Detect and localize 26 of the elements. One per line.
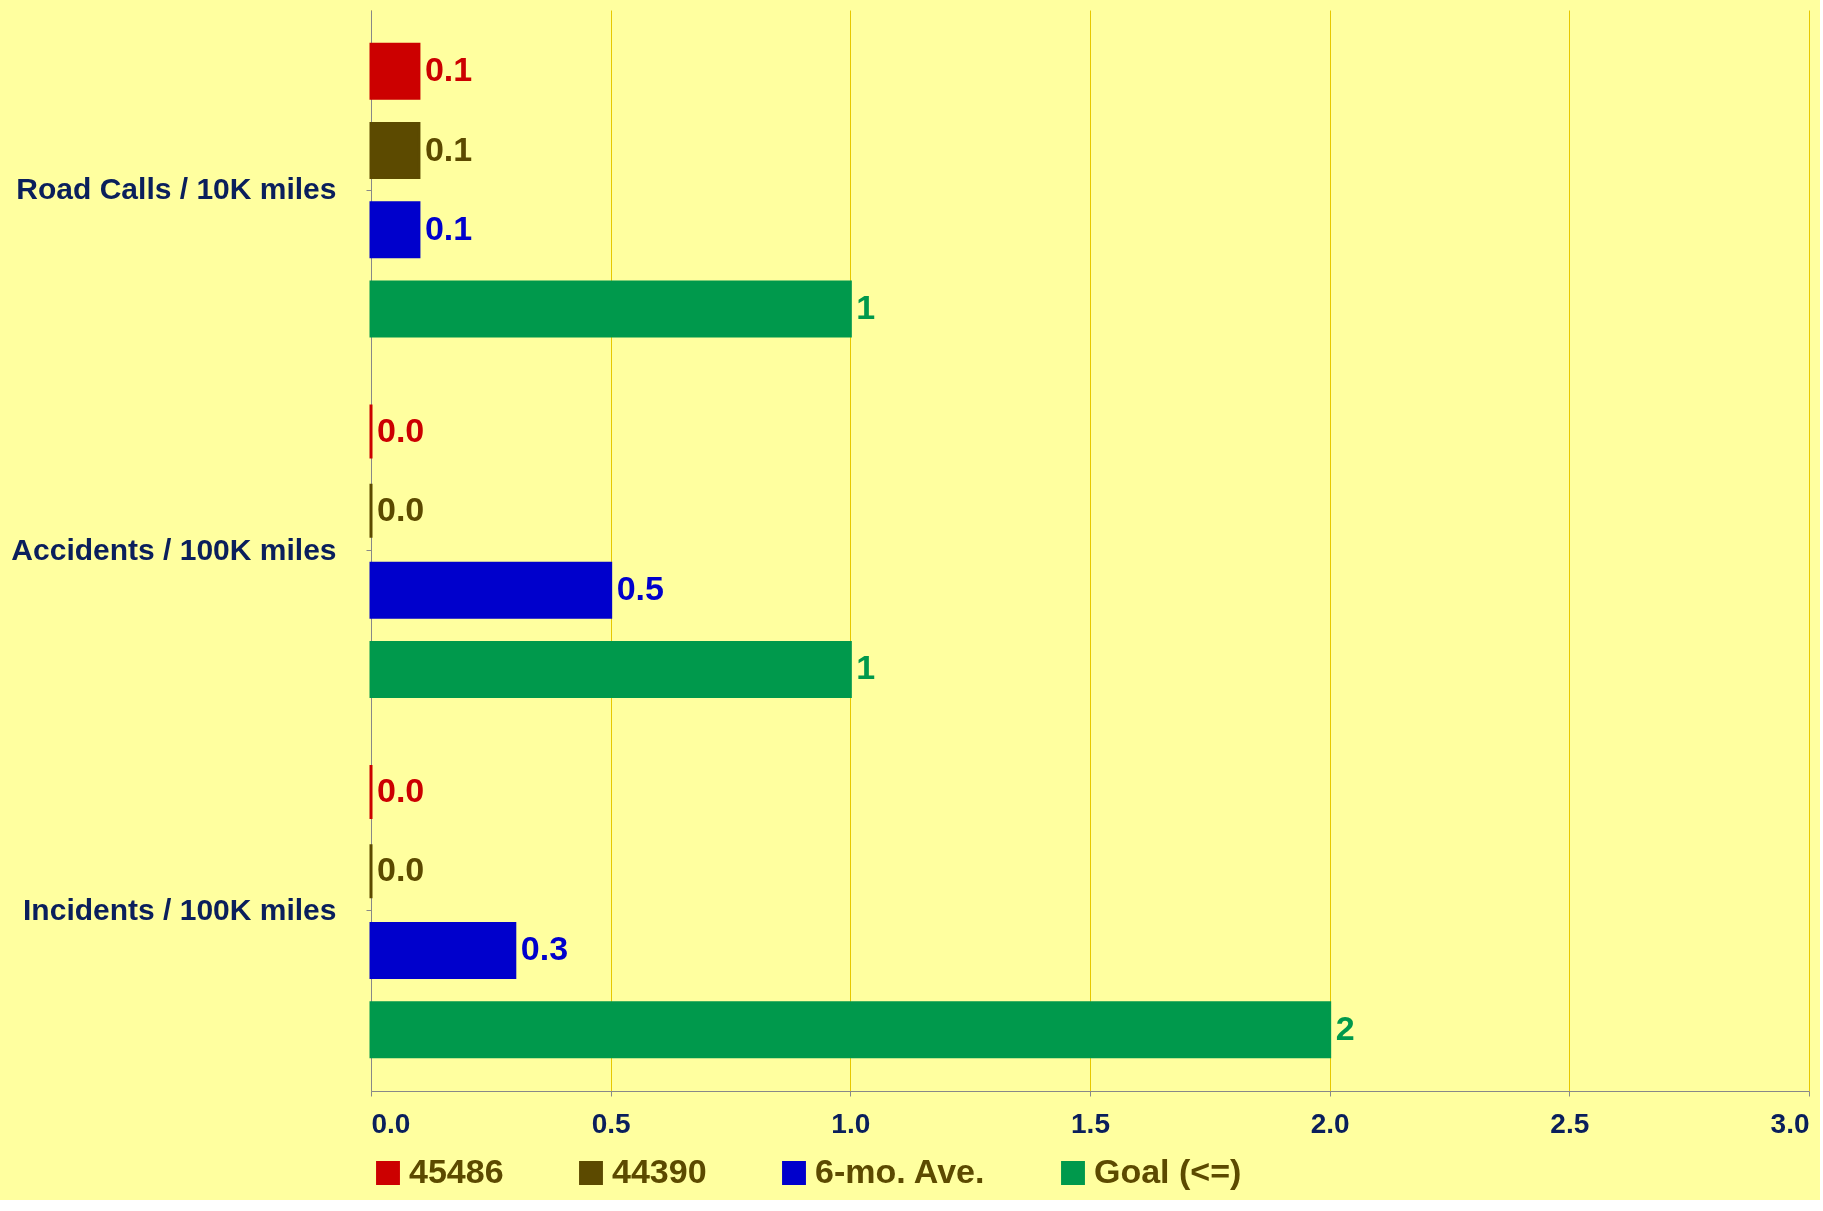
y-tick-label: Accidents / 100K miles: [11, 532, 337, 566]
x-tick-label: 2.5: [1550, 1107, 1590, 1139]
data-label: 0.1: [424, 50, 473, 89]
data-label: 0.0: [377, 489, 425, 528]
data-label: 1: [856, 648, 876, 687]
x-tick-label: 0.5: [591, 1107, 631, 1139]
x-tick-label: 3.0: [1770, 1107, 1810, 1139]
data-label: 0.0: [377, 850, 425, 889]
data-label: 0.5: [616, 569, 664, 608]
data-label: 0.0: [377, 410, 425, 449]
legend-label: 45486: [409, 1152, 504, 1190]
data-label: 0.3: [520, 929, 569, 968]
data-label: 0.1: [424, 129, 473, 168]
legend-label: Goal (<=): [1094, 1152, 1242, 1190]
legend-label: 6-mo. Ave.: [815, 1152, 985, 1190]
y-tick-label: Road Calls / 10K miles: [16, 172, 337, 206]
data-label: 0.1: [424, 208, 473, 247]
x-tick-label: 1.5: [1071, 1107, 1110, 1139]
x-tick-label: 2.0: [1310, 1107, 1350, 1139]
y-tick-label: Incidents / 100K miles: [23, 892, 337, 926]
data-label: 1: [856, 288, 876, 327]
x-tick-label: 0.0: [371, 1107, 411, 1139]
x-tick-label: 1.0: [831, 1107, 871, 1139]
legend-label: 44390: [612, 1152, 707, 1190]
data-label: 0.0: [377, 770, 425, 809]
data-label: 2: [1335, 1008, 1355, 1047]
